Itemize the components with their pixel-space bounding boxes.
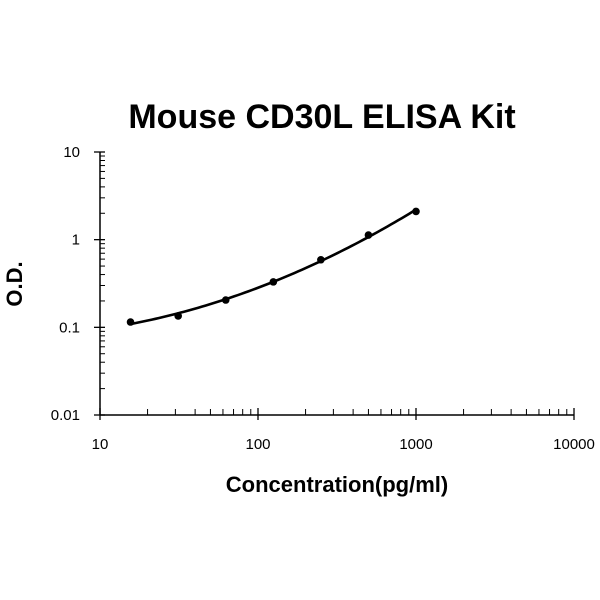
data-point <box>317 255 325 264</box>
x-tick-label: 10000 <box>553 436 595 453</box>
data-point <box>126 318 135 326</box>
x-tick-label: 1000 <box>399 436 432 453</box>
data-point <box>221 296 230 304</box>
x-tick-label: 100 <box>245 436 270 453</box>
curve-layer <box>129 208 418 326</box>
data-point <box>269 278 278 286</box>
data-point <box>412 207 420 216</box>
y-tick-label: 0.1 <box>59 319 80 336</box>
tick-labels-layer: 10 100 1000 10000 0.01 0.1 1 10 <box>51 144 595 453</box>
points-layer <box>126 207 420 326</box>
fit-curve-line <box>129 208 418 326</box>
y-tick-label: 0.01 <box>51 407 80 424</box>
y-tick-label: 10 <box>63 144 80 161</box>
ticks-layer <box>94 151 575 420</box>
data-point <box>174 312 182 320</box>
y-axis-title: O.D. <box>2 261 27 306</box>
y-tick-label: 1 <box>72 232 80 249</box>
x-axis-title: Concentration(pg/ml) <box>226 472 448 497</box>
x-tick-label: 10 <box>92 436 109 453</box>
axes-layer <box>99 152 574 416</box>
data-point <box>364 231 373 239</box>
chart-title: Mouse CD30L ELISA Kit <box>128 98 515 136</box>
